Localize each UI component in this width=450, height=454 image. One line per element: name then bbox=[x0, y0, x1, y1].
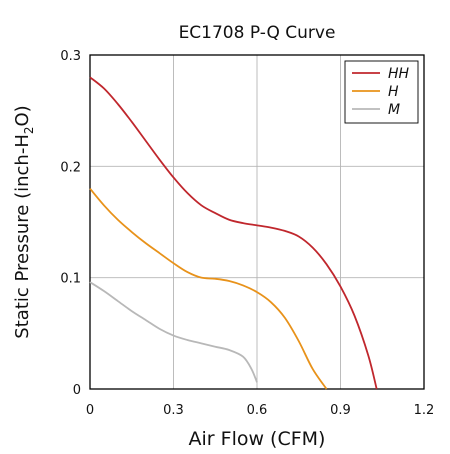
legend-label-hh: HH bbox=[388, 66, 410, 82]
legend-label-h: H bbox=[388, 84, 399, 100]
x-tick-label-2: 0.6 bbox=[247, 403, 268, 418]
series-line-m bbox=[89, 281, 258, 383]
y-axis-label-prefix: Static Pressure (inch-H bbox=[12, 134, 33, 339]
x-tick-label-1: 0.3 bbox=[163, 403, 184, 418]
series-lines bbox=[89, 76, 378, 390]
series-line-hh bbox=[89, 76, 378, 390]
grid-lines bbox=[90, 55, 424, 389]
legend-label-m: M bbox=[388, 102, 400, 118]
series-line-h bbox=[89, 188, 328, 390]
x-tick-label-3: 0.9 bbox=[330, 403, 351, 418]
y-axis-ticks: 0 0.1 0.2 0.3 bbox=[60, 49, 81, 398]
x-axis-ticks: 0 0.3 0.6 0.9 1.2 bbox=[86, 403, 434, 418]
y-tick-label-0: 0 bbox=[73, 383, 81, 398]
x-tick-label-0: 0 bbox=[86, 403, 94, 418]
y-tick-label-2: 0.2 bbox=[60, 160, 81, 175]
y-tick-label-1: 0.1 bbox=[60, 272, 81, 287]
x-tick-label-4: 1.2 bbox=[414, 403, 435, 418]
legend-box bbox=[344, 60, 419, 124]
y-axis-label-suffix: O) bbox=[12, 105, 33, 126]
y-axis-label: Static Pressure (inch-H2O) bbox=[12, 105, 36, 338]
y-tick-label-3: 0.3 bbox=[60, 49, 81, 64]
chart-title: EC1708 P-Q Curve bbox=[179, 23, 336, 43]
x-axis-label: Air Flow (CFM) bbox=[189, 428, 326, 450]
y-axis-label-subscript: 2 bbox=[22, 127, 36, 135]
plot-area-frame bbox=[89, 54, 425, 390]
